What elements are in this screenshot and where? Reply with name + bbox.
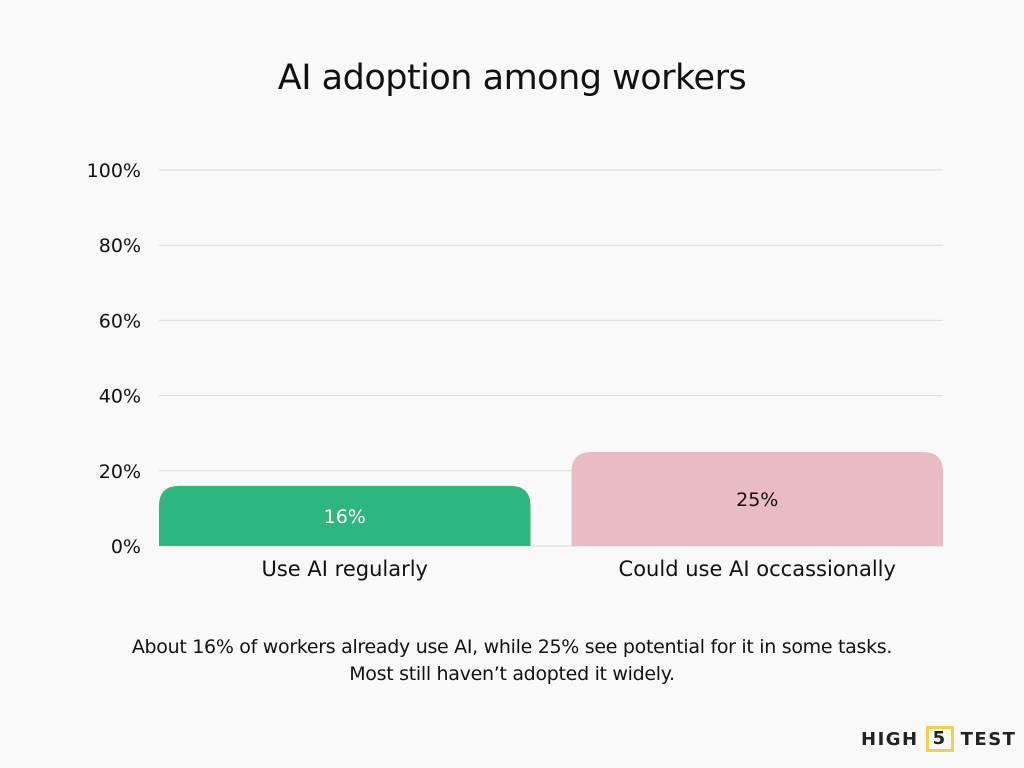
data-label: 16% (324, 506, 366, 528)
logo-text-test: TEST (960, 728, 1017, 750)
y-tick-label: 40% (99, 386, 141, 408)
high5test-logo: HIGH 5 TEST (861, 726, 1016, 752)
chart-title: AI adoption among workers (277, 58, 747, 98)
data-label: 25% (736, 489, 778, 511)
logo-text-high: HIGH (861, 728, 919, 750)
caption-line-2: Most still haven’t adopted it widely. (349, 663, 675, 685)
caption-line-1: About 16% of workers already use AI, whi… (131, 636, 893, 658)
x-tick-label: Use AI regularly (262, 557, 428, 581)
x-tick-label: Could use AI occassionally (619, 557, 896, 581)
y-tick-label: 80% (99, 235, 141, 257)
bar-chart: 0% 20% 40% 60% 80% 100% 16% Use AI regularly 25%… (87, 160, 943, 581)
bar (159, 485, 531, 546)
y-tick-label: 60% (99, 310, 141, 332)
y-tick-label: 0% (111, 536, 141, 558)
bar (571, 452, 943, 546)
logo-five-box: 5 (925, 726, 954, 752)
y-tick-label: 100% (87, 160, 141, 182)
y-tick-label: 20% (99, 461, 141, 483)
